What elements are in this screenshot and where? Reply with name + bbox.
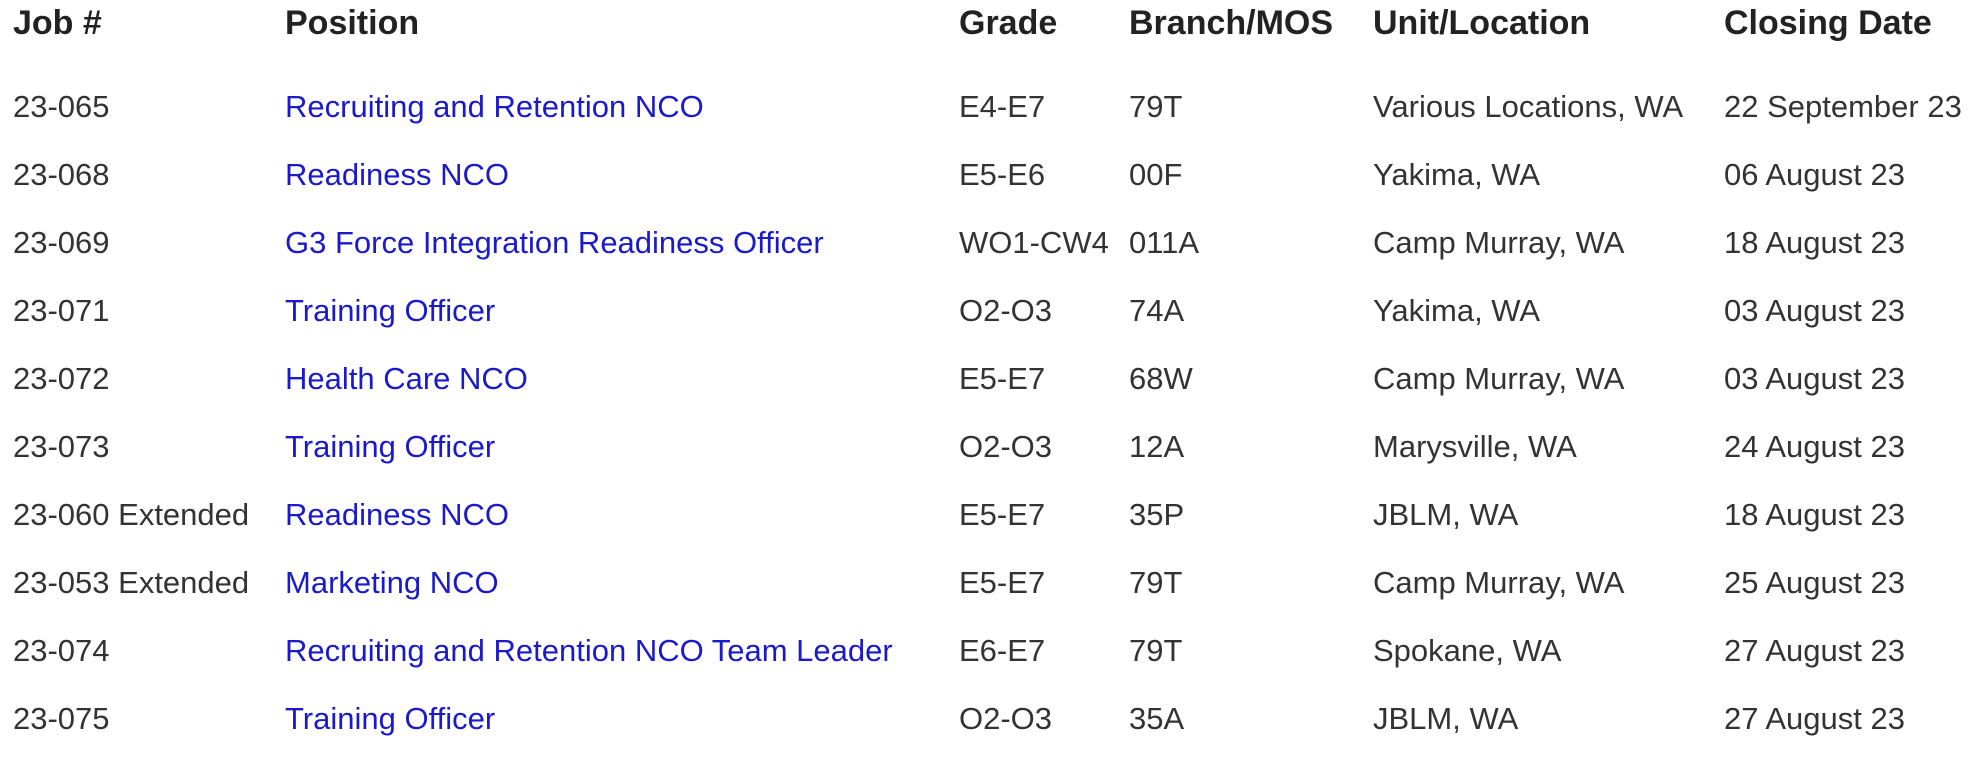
- grade: E6-E7: [959, 633, 1046, 668]
- column-header: Closing Date: [1724, 4, 1932, 42]
- job-number: 23-072: [13, 361, 110, 396]
- grade: E5-E7: [959, 497, 1046, 532]
- job-number: 23-075: [13, 701, 110, 736]
- position-link[interactable]: G3 Force Integration Readiness Officer: [285, 225, 824, 260]
- job-number: 23-053 Extended: [13, 565, 250, 600]
- column-header: Grade: [959, 4, 1058, 42]
- branch-mos: 79T: [1129, 633, 1183, 668]
- closing-date: 27 August 23: [1724, 633, 1905, 668]
- position-link[interactable]: Training Officer: [285, 429, 496, 464]
- grade: E4-E7: [959, 89, 1046, 124]
- job-number: 23-074: [13, 633, 110, 668]
- closing-date: 25 August 23: [1724, 565, 1905, 600]
- grade: WO1-CW4: [959, 225, 1109, 260]
- closing-date: 03 August 23: [1724, 361, 1905, 396]
- branch-mos: 79T: [1129, 89, 1183, 124]
- position-link[interactable]: Readiness NCO: [285, 157, 509, 192]
- unit-location: Marysville, WA: [1373, 429, 1577, 464]
- unit-location: Yakima, WA: [1373, 157, 1541, 192]
- column-header: Job #: [13, 4, 102, 42]
- grade: O2-O3: [959, 293, 1053, 328]
- job-number: 23-060 Extended: [13, 497, 250, 532]
- job-number: 23-069: [13, 225, 110, 260]
- position-link[interactable]: Health Care NCO: [285, 361, 528, 396]
- position-link[interactable]: Recruiting and Retention NCO: [285, 89, 704, 124]
- position-link[interactable]: Training Officer: [285, 701, 496, 736]
- closing-date: 24 August 23: [1724, 429, 1905, 464]
- branch-mos: 011A: [1129, 225, 1200, 260]
- grade: E5-E7: [959, 361, 1046, 396]
- job-number: 23-065: [13, 89, 110, 124]
- unit-location: JBLM, WA: [1373, 701, 1519, 736]
- branch-mos: 74A: [1129, 293, 1185, 328]
- column-header: Branch/MOS: [1129, 4, 1334, 42]
- closing-date: 06 August 23: [1724, 157, 1905, 192]
- unit-location: Yakima, WA: [1373, 293, 1541, 328]
- branch-mos: 35A: [1129, 701, 1185, 736]
- position-link[interactable]: Recruiting and Retention NCO Team Leader: [285, 633, 893, 668]
- branch-mos: 00F: [1129, 157, 1183, 192]
- grade: E5-E7: [959, 565, 1046, 600]
- grade: O2-O3: [959, 429, 1053, 464]
- closing-date: 18 August 23: [1724, 225, 1905, 260]
- unit-location: Camp Murray, WA: [1373, 225, 1625, 260]
- job-number: 23-073: [13, 429, 110, 464]
- column-header: Position: [285, 4, 420, 42]
- closing-date: 22 September 23: [1724, 89, 1962, 124]
- branch-mos: 35P: [1129, 497, 1185, 532]
- branch-mos: 12A: [1129, 429, 1185, 464]
- job-number: 23-071: [13, 293, 110, 328]
- position-link[interactable]: Readiness NCO: [285, 497, 509, 532]
- closing-date: 18 August 23: [1724, 497, 1905, 532]
- closing-date: 03 August 23: [1724, 293, 1905, 328]
- position-link[interactable]: Marketing NCO: [285, 565, 499, 600]
- column-header: Unit/Location: [1373, 4, 1591, 42]
- grade: E5-E6: [959, 157, 1046, 192]
- job-number: 23-068: [13, 157, 110, 192]
- unit-location: Camp Murray, WA: [1373, 361, 1625, 396]
- unit-location: Camp Murray, WA: [1373, 565, 1625, 600]
- branch-mos: 68W: [1129, 361, 1193, 396]
- unit-location: JBLM, WA: [1373, 497, 1519, 532]
- branch-mos: 79T: [1129, 565, 1183, 600]
- closing-date: 27 August 23: [1724, 701, 1905, 736]
- unit-location: Various Locations, WA: [1373, 89, 1684, 124]
- unit-location: Spokane, WA: [1373, 633, 1562, 668]
- grade: O2-O3: [959, 701, 1053, 736]
- position-link[interactable]: Training Officer: [285, 293, 496, 328]
